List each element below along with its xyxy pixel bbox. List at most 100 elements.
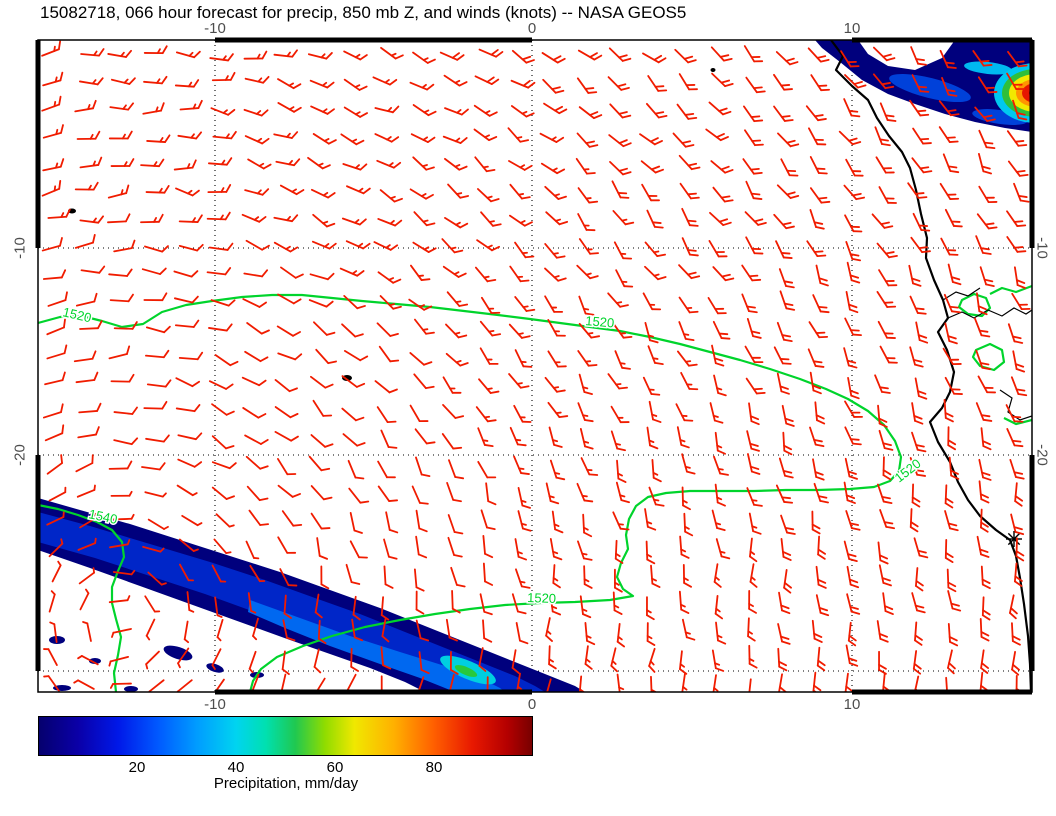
wind-barb	[148, 679, 165, 692]
wind-barb-tick	[487, 500, 497, 506]
wind-barb-tick	[881, 495, 891, 500]
wind-barb	[143, 407, 164, 410]
wind-barb-tick	[489, 390, 500, 394]
wind-barb-tick	[690, 166, 701, 171]
wind-barb-tick	[60, 403, 64, 414]
wind-barb	[508, 160, 526, 171]
wind-barb	[209, 57, 229, 62]
wind-barb	[442, 376, 454, 394]
wind-barb-tick	[1013, 471, 1024, 475]
wind-barb	[640, 160, 657, 174]
wind-barb-tick	[850, 527, 861, 531]
wind-barb-tick	[916, 312, 927, 315]
wind-barb	[773, 346, 784, 365]
wind-barb	[510, 105, 528, 118]
wind-barb-halftick	[548, 495, 555, 499]
wind-barb-tick	[751, 139, 762, 142]
wind-barb-tick	[291, 493, 301, 498]
wind-barb	[675, 403, 686, 422]
wind-barb-tick	[259, 523, 270, 526]
wind-barb-tick	[424, 385, 435, 390]
wind-barb	[711, 72, 726, 88]
wind-barb-halftick	[77, 655, 83, 660]
wind-barb	[173, 297, 194, 304]
wind-barb-tick	[584, 87, 595, 90]
wind-barb	[712, 266, 727, 282]
wind-barb-tick	[520, 472, 530, 475]
wind-barb-tick	[750, 330, 761, 335]
wind-barb	[514, 296, 528, 312]
wind-barb-tick	[1012, 663, 1020, 671]
wind-barb-tick	[881, 577, 891, 582]
wind-barb	[510, 79, 530, 89]
wind-barb-tick	[590, 335, 601, 339]
wind-barb	[778, 591, 783, 612]
wind-barb-tick	[521, 196, 531, 200]
wind-barb-tick	[555, 136, 565, 143]
wind-barb-halftick	[291, 188, 297, 193]
wind-barb	[877, 483, 885, 503]
wind-barb	[776, 372, 783, 393]
wind-barb	[244, 434, 262, 445]
wind-barb-tick	[649, 137, 659, 143]
wind-barb-tick	[618, 167, 628, 172]
wind-barbs	[41, 40, 1031, 699]
wind-barb-halftick	[454, 164, 461, 168]
wind-barb-tick	[654, 503, 665, 507]
wind-barb-tick	[713, 693, 719, 698]
wind-barb-tick	[483, 444, 494, 448]
wind-barb	[242, 298, 261, 308]
wind-barb-halftick	[255, 110, 262, 115]
wind-barb-tick	[525, 59, 535, 64]
wind-barb-tick	[425, 166, 435, 171]
wind-barb	[75, 300, 96, 307]
wind-barb-halftick	[482, 439, 489, 442]
wind-barb	[276, 325, 294, 337]
wind-barb-tick	[750, 470, 761, 475]
wind-barb-tick	[459, 222, 469, 229]
wind-barb	[473, 104, 491, 117]
wind-barb-halftick	[751, 525, 758, 529]
wind-barb-halftick	[651, 413, 658, 417]
wind-barb-tick	[913, 414, 923, 420]
wind-barb-tick	[752, 171, 763, 175]
wind-barb-tick	[813, 250, 824, 253]
wind-barb-tick	[60, 454, 63, 464]
wind-barb-halftick	[422, 136, 429, 141]
wind-barb-tick	[392, 305, 402, 310]
wind-barb	[714, 594, 719, 615]
wind-barb	[845, 290, 851, 311]
wind-barb-tick	[1016, 284, 1026, 289]
wind-barb-tick	[1015, 279, 1026, 284]
wind-barb-tick	[426, 83, 435, 91]
wind-barb	[548, 645, 551, 666]
wind-barb-tick	[878, 422, 888, 428]
wind-barb-tick	[718, 107, 728, 112]
axis-label-left: -20	[11, 444, 29, 466]
wind-barb	[911, 157, 925, 174]
wind-barb-tick	[653, 225, 664, 229]
precip-blob	[124, 686, 138, 692]
wind-barb-halftick	[85, 588, 90, 595]
wind-barb	[351, 618, 356, 639]
wind-barb-tick	[914, 634, 923, 641]
wind-barb	[879, 102, 889, 121]
wind-barb-tick	[58, 179, 62, 190]
wind-barb-tick	[981, 583, 991, 590]
wind-barb-tick	[1013, 246, 1024, 249]
wind-barb	[216, 618, 224, 639]
wind-barb	[576, 264, 591, 280]
wind-barb	[942, 153, 952, 172]
wind-barb	[248, 650, 257, 670]
wind-barb-halftick	[683, 333, 690, 336]
wind-barb-tick	[980, 635, 990, 642]
wind-barb-tick	[259, 356, 269, 363]
wind-barb	[314, 593, 320, 614]
wind-barb-tick	[1014, 363, 1025, 368]
wind-barb	[676, 103, 690, 120]
wind-barb	[447, 514, 456, 533]
wind-barb-tick	[487, 695, 494, 699]
wind-barb-tick	[258, 216, 267, 223]
wind-barb	[674, 48, 690, 64]
frame-zebra-segment	[1029, 40, 1035, 248]
